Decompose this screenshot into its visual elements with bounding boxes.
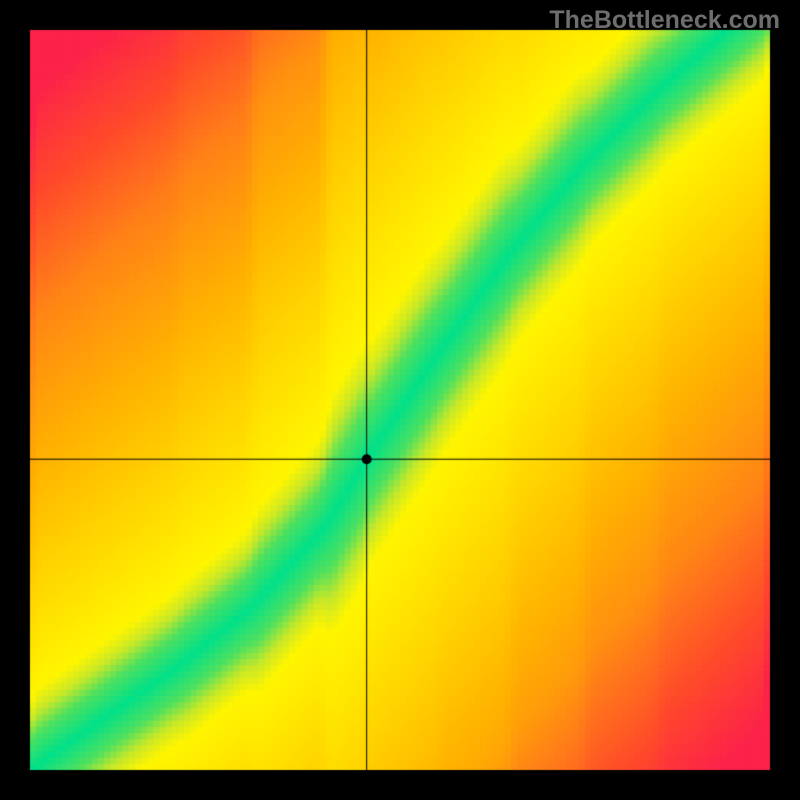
watermark-text: TheBottleneck.com	[549, 6, 780, 35]
chart-container: TheBottleneck.com	[0, 0, 800, 800]
bottleneck-heatmap	[0, 0, 800, 800]
